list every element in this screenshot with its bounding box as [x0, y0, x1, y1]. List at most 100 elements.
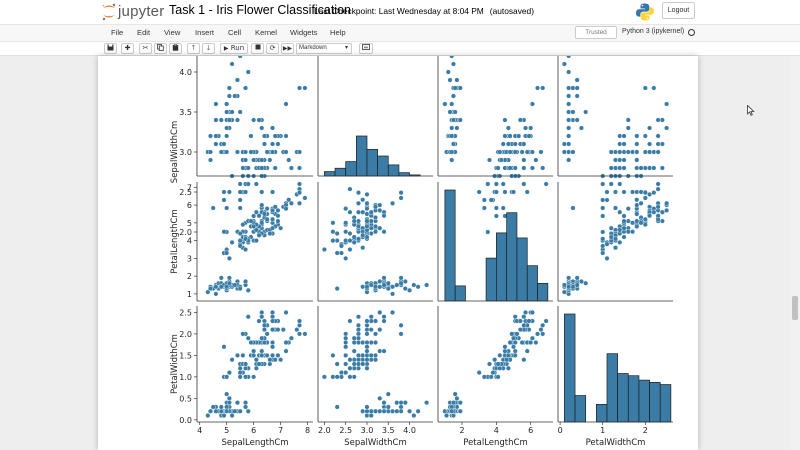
scrollbar-thumb[interactable]: [792, 296, 798, 320]
scatter-point: [364, 361, 370, 367]
restart-kernel-button[interactable]: ⟳: [266, 43, 279, 54]
menu-help[interactable]: Help: [330, 28, 346, 37]
menu-cell[interactable]: Cell: [228, 28, 242, 37]
x-tick-label: 0: [558, 426, 563, 435]
scatter-point: [621, 149, 627, 155]
scatter-point: [634, 157, 640, 163]
scatter-point: [364, 348, 370, 354]
scatter-point: [264, 331, 270, 337]
restart-run-all-button[interactable]: ▶▶: [281, 43, 294, 54]
scatter-point: [259, 335, 265, 341]
add-cell-button[interactable]: ✚: [121, 43, 134, 54]
scatter-point: [381, 229, 387, 235]
kernel-name[interactable]: Python 3 (ipykernel): [622, 28, 685, 35]
jupyter-logo[interactable]: jupyter: [101, 1, 164, 23]
menu-file[interactable]: File: [111, 28, 124, 37]
scatter-point: [566, 157, 572, 163]
scrollbar[interactable]: [790, 56, 800, 450]
cut-button[interactable]: ✂: [139, 43, 152, 54]
scatter-point: [566, 93, 572, 99]
move-down-icon: 🡓: [206, 44, 211, 52]
scatter-point: [647, 165, 653, 171]
save-button[interactable]: [104, 43, 117, 54]
scatter-point: [224, 391, 230, 397]
scatter-point: [253, 365, 259, 371]
move-down-button[interactable]: 🡓: [202, 43, 215, 54]
scatter-point: [364, 352, 370, 358]
notebook-title[interactable]: Task 1 - Iris Flower Classification: [169, 3, 351, 17]
menu-view[interactable]: View: [164, 28, 181, 37]
scatter-point: [502, 344, 508, 350]
scatter-point: [634, 197, 640, 203]
menu-widgets[interactable]: Widgets: [290, 28, 318, 37]
scatter-point: [505, 365, 511, 371]
scatter-point: [511, 189, 517, 195]
command-palette-button[interactable]: [359, 43, 373, 54]
scatter-point: [502, 117, 508, 123]
scatter-point: [450, 400, 456, 406]
scatter-point: [226, 400, 232, 406]
scatter-point: [297, 181, 303, 187]
scatter-point: [355, 218, 361, 224]
scatter-point: [500, 181, 506, 187]
scatter-point: [385, 286, 391, 292]
scatter-point: [351, 374, 357, 380]
scatter-point: [452, 85, 458, 91]
scatter-point: [499, 157, 505, 163]
scatter-point: [360, 245, 366, 251]
scatter-point: [302, 85, 308, 91]
scatter-point: [221, 189, 227, 195]
scatter-point: [381, 318, 387, 324]
scatter-point: [237, 197, 243, 203]
menu-kernel[interactable]: Kernel: [255, 28, 277, 37]
scatter-point: [449, 404, 455, 410]
scatter-point: [368, 218, 374, 224]
scatter-point: [381, 400, 387, 406]
hist-bar-petallengthcm: [526, 265, 538, 302]
scatter-point: [368, 357, 374, 363]
trusted-indicator[interactable]: Trusted: [575, 26, 617, 39]
scatter-point: [381, 314, 387, 320]
logout-button[interactable]: Logout: [662, 2, 695, 19]
scatter-point: [270, 216, 276, 222]
scatter-point: [351, 239, 357, 245]
scatter-point: [259, 309, 265, 315]
scatter-point: [224, 284, 230, 290]
scatter-point: [261, 318, 267, 324]
paste-button[interactable]: [169, 43, 182, 54]
scatter-point: [604, 255, 610, 261]
interrupt-kernel-button[interactable]: [251, 43, 264, 54]
hist-bar-petallengthcm: [444, 189, 456, 302]
chevron-down-icon: ▾: [344, 45, 348, 51]
scatter-point: [251, 223, 257, 229]
scatter-point: [343, 344, 349, 350]
hist-bar-petalwidthcm: [627, 375, 640, 423]
scatter-point: [251, 348, 257, 354]
scatter-point: [381, 408, 387, 414]
scatter-point: [604, 241, 610, 247]
scatter-point: [385, 404, 391, 410]
scatter-point: [529, 165, 535, 171]
move-up-button[interactable]: 🡑: [187, 43, 200, 54]
copy-icon: [157, 44, 164, 51]
scatter-point: [664, 207, 670, 213]
hist-bar-sepalwidthcm: [387, 164, 400, 177]
scatter-point: [218, 275, 224, 281]
run-button[interactable]: ▶ Run: [220, 43, 248, 54]
panel-petallengthcm-vs-petallengthcm: [437, 182, 553, 302]
scatter-point: [288, 335, 294, 341]
scatter-point: [368, 413, 374, 419]
scatter-point: [234, 117, 240, 123]
y-tick-label: 3: [187, 254, 192, 263]
copy-button[interactable]: [154, 43, 167, 54]
scatter-point: [373, 318, 379, 324]
scatter-point: [338, 243, 344, 249]
menu-edit[interactable]: Edit: [137, 28, 151, 37]
scatter-point: [280, 327, 286, 333]
scatter-point: [493, 205, 499, 211]
cell-type-select[interactable]: Markdown ▾: [296, 43, 352, 54]
scatter-point: [517, 117, 523, 123]
scatter-point: [529, 335, 535, 341]
menu-insert[interactable]: Insert: [195, 28, 214, 37]
scatter-point: [613, 205, 619, 211]
